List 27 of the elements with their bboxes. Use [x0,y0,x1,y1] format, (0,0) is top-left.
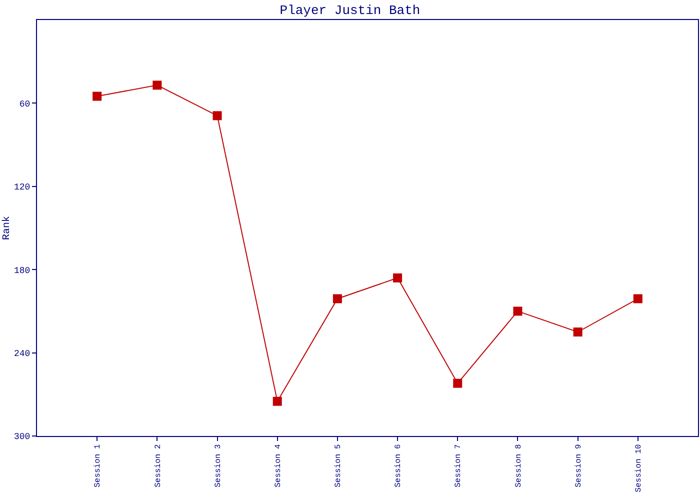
x-tick-label: Session 7 [454,444,464,488]
x-tick-label: Session 2 [154,444,163,488]
x-tick-label: Session 6 [394,444,404,488]
x-tick-label: Session 1 [94,444,103,488]
point [152,80,162,90]
point [453,378,462,388]
y-tick-label: 240 [14,348,30,359]
point [212,111,222,120]
x-tick-label: Session 9 [574,444,584,488]
chart-title: Player Justin Bath [280,3,420,18]
y-axis-title: Rank [0,216,13,240]
point [272,396,282,406]
point [573,328,582,336]
y-tick-label: 300 [14,432,30,442]
y-tick-label: 180 [14,266,30,276]
x-tick-label: Session 3 [214,444,223,488]
x-tick-label: Session 10 [634,444,644,492]
point [393,273,402,282]
x-tick-label: Session 8 [514,444,524,488]
point [633,294,642,304]
y-tick-label: 120 [14,182,30,193]
point [332,294,342,304]
point [92,92,102,101]
y-tick-label: 60 [19,99,30,110]
x-tick-label: Session 5 [334,444,344,488]
point [513,306,522,316]
x-tick-label: Session 4 [274,444,283,488]
